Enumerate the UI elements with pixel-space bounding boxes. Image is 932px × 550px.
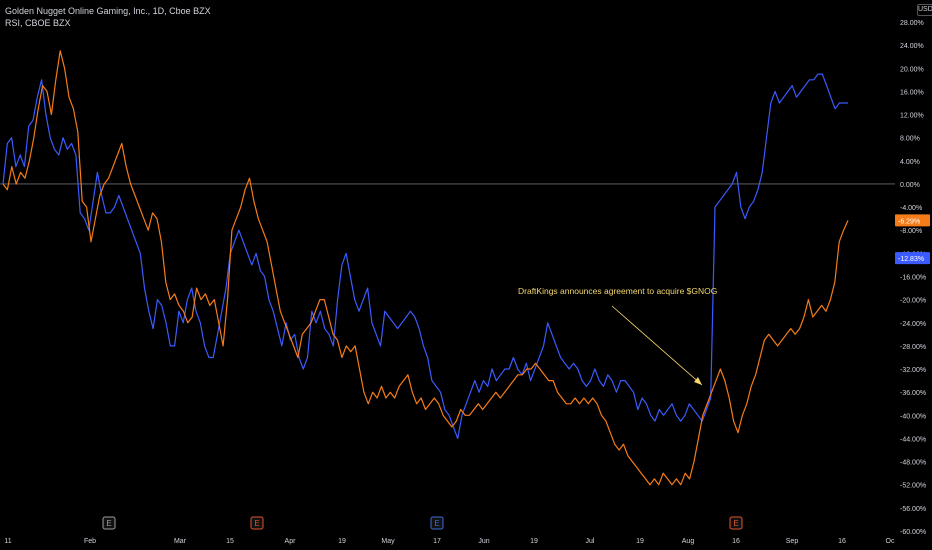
y-tick-label: 24.00% — [900, 43, 924, 50]
earnings-marker[interactable] — [729, 516, 743, 530]
x-tick-label: Sep — [786, 538, 799, 545]
earnings-marker[interactable] — [430, 516, 444, 530]
x-tick-label: 19 — [530, 538, 538, 545]
y-tick-label: 8.00% — [900, 136, 920, 143]
earnings-marker-label: E — [434, 519, 439, 528]
y-tick-label: -32.00% — [900, 367, 926, 374]
x-tick-label: Jul — [586, 538, 595, 545]
y-tick-label: 16.00% — [900, 89, 924, 96]
x-tick-label: Apr — [285, 538, 297, 545]
blue-last-value-label: -12.83% — [898, 256, 924, 263]
earnings-marker-label: E — [254, 519, 259, 528]
indicator-title[interactable]: RSI, CBOE BZX — [5, 18, 71, 28]
x-tick-label: May — [381, 538, 395, 545]
orange-last-value-label: -6.29% — [898, 218, 920, 225]
y-tick-label: -40.00% — [900, 413, 926, 420]
earnings-marker-label: E — [106, 519, 111, 528]
annotation-arrow-line — [611, 305, 703, 386]
x-tick-label: 11 — [4, 538, 11, 545]
x-tick-label: Mar — [174, 538, 187, 545]
blue-series-line[interactable] — [2, 73, 848, 440]
y-tick-label: -44.00% — [900, 436, 926, 443]
y-tick-label: 12.00% — [900, 113, 924, 120]
x-tick-label: Aug — [682, 538, 695, 545]
x-tick-label: Oc — [886, 538, 895, 545]
y-tick-label: 20.00% — [900, 66, 924, 73]
currency-unit-button[interactable]: USD — [917, 4, 932, 16]
y-tick-label: -48.00% — [900, 460, 926, 467]
earnings-marker-label: E — [733, 519, 738, 528]
x-tick-label: Jun — [478, 538, 489, 545]
y-tick-label: -24.00% — [900, 321, 926, 328]
x-tick-label: 19 — [338, 538, 346, 545]
blue-last-value-tag — [895, 252, 930, 265]
y-tick-label: -16.00% — [900, 275, 926, 282]
x-tick-label: 16 — [732, 538, 740, 545]
symbol-title[interactable]: Golden Nugget Online Gaming, Inc., 1D, C… — [5, 6, 211, 16]
y-tick-label: -28.00% — [900, 344, 926, 351]
y-tick-label: -60.00% — [900, 529, 926, 536]
x-tick-label: 15 — [226, 538, 234, 545]
x-tick-label: 16 — [838, 538, 846, 545]
earnings-marker[interactable] — [102, 516, 116, 530]
y-tick-label: 4.00% — [900, 159, 920, 166]
orange-series-line[interactable] — [2, 50, 849, 486]
orange-last-value-tag — [895, 214, 930, 227]
annotation-arrow-head — [694, 377, 702, 385]
y-tick-label: -36.00% — [900, 390, 926, 397]
y-tick-label: 28.00% — [900, 20, 924, 27]
y-tick-label: -4.00% — [900, 205, 922, 212]
x-tick-label: Feb — [84, 538, 96, 545]
x-tick-label: 17 — [433, 538, 441, 545]
y-tick-label: -8.00% — [900, 228, 922, 235]
annotation-text: DraftKings announces agreement to acquir… — [518, 286, 717, 296]
y-tick-label: -20.00% — [900, 298, 926, 305]
earnings-marker[interactable] — [250, 516, 264, 530]
chart-legend: Golden Nugget Online Gaming, Inc., 1D, C… — [5, 5, 211, 29]
x-tick-label: 19 — [636, 538, 644, 545]
y-tick-label: -56.00% — [900, 506, 926, 513]
y-tick-label: 0.00% — [900, 182, 920, 189]
y-tick-label: -52.00% — [900, 483, 926, 490]
